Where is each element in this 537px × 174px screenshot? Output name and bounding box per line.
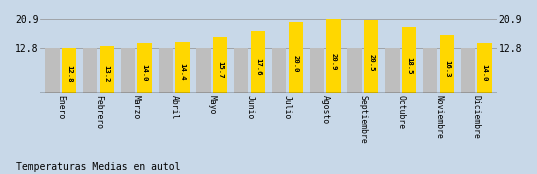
Bar xyxy=(251,31,265,93)
Bar xyxy=(197,48,211,93)
Text: 15.7: 15.7 xyxy=(217,61,223,78)
Bar xyxy=(288,22,303,93)
Text: Temperaturas Medias en autol: Temperaturas Medias en autol xyxy=(16,162,180,172)
Bar xyxy=(99,46,114,93)
Text: 20.0: 20.0 xyxy=(293,55,299,72)
Bar xyxy=(121,48,135,93)
Bar xyxy=(158,48,173,93)
Text: 20.9: 20.9 xyxy=(330,53,337,71)
Text: 13.2: 13.2 xyxy=(104,65,110,82)
Bar xyxy=(477,44,492,93)
Text: 20.5: 20.5 xyxy=(368,54,374,71)
Text: 14.0: 14.0 xyxy=(142,64,148,81)
Bar xyxy=(213,37,227,93)
Bar xyxy=(83,48,97,93)
Bar xyxy=(62,48,76,93)
Bar xyxy=(175,42,190,93)
Bar xyxy=(402,27,416,93)
Text: 14.4: 14.4 xyxy=(179,63,185,80)
Bar xyxy=(326,19,340,93)
Bar xyxy=(310,48,324,93)
Text: 16.3: 16.3 xyxy=(444,60,450,78)
Bar xyxy=(45,48,60,93)
Bar xyxy=(385,48,400,93)
Text: 18.5: 18.5 xyxy=(406,57,412,74)
Bar xyxy=(423,48,438,93)
Bar xyxy=(234,48,249,93)
Bar xyxy=(272,48,286,93)
Bar xyxy=(461,48,475,93)
Bar xyxy=(137,44,152,93)
Text: 12.8: 12.8 xyxy=(66,65,72,83)
Bar xyxy=(347,48,362,93)
Text: 17.6: 17.6 xyxy=(255,58,261,76)
Bar xyxy=(440,35,454,93)
Text: 14.0: 14.0 xyxy=(482,64,488,81)
Bar xyxy=(364,20,379,93)
